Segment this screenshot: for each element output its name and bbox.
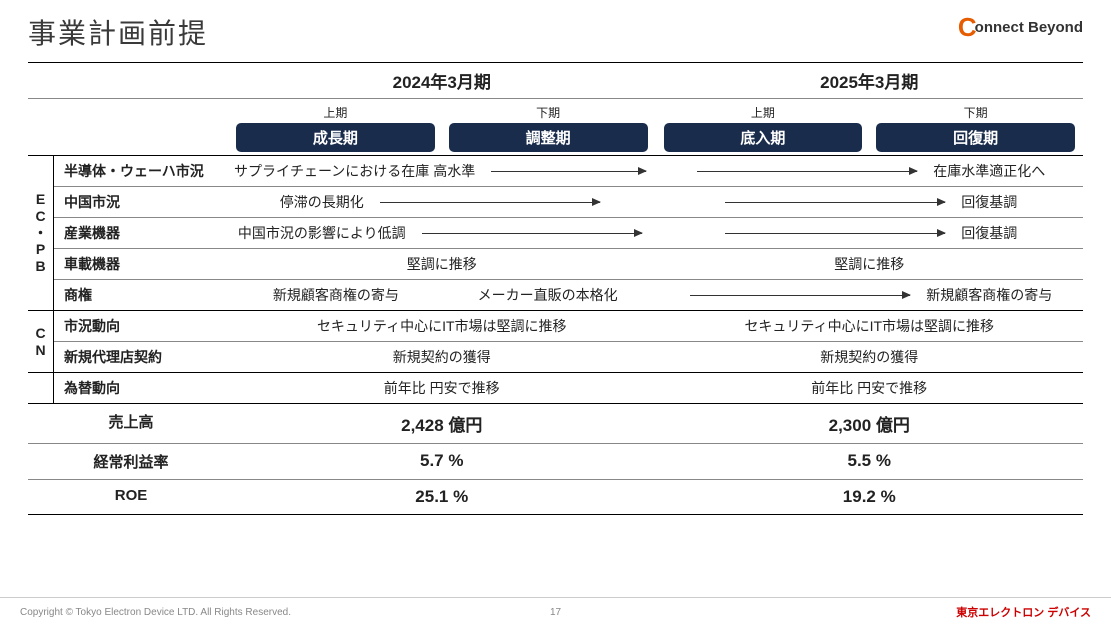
year-2025: 2025年3月期 [656, 63, 1084, 99]
phase-badge-growth: 成長期 [236, 123, 435, 152]
copyright: Copyright © Tokyo Electron Device LTD. A… [20, 607, 291, 618]
logo-connect-beyond: Connect Beyond [958, 12, 1083, 43]
phase-header-row: 上期 成長期 下期 調整期 上期 底入期 下期 回復期 [28, 99, 1083, 155]
half-label: 下期 [876, 102, 1075, 123]
phase-badge-adjust: 調整期 [449, 123, 648, 152]
row-label-auto: 車載機器 [54, 248, 228, 279]
cell-rights-y1: 新規顧客商権の寄与 メーカー直販の本格化 [228, 279, 656, 310]
row-label-china: 中国市況 [54, 186, 228, 217]
arrow-icon [725, 202, 945, 203]
arrow-icon [422, 233, 642, 234]
row-label-market: 市況動向 [54, 310, 228, 341]
arrow-icon [697, 171, 917, 172]
cell-fx-y2: 前年比 円安で推移 [656, 372, 1084, 403]
cell-market-y2: セキュリティ中心にIT市場は堅調に推移 [656, 310, 1084, 341]
cell-fx-y1: 前年比 円安で推移 [228, 372, 656, 403]
metric-sales-y2: 2,300 億円 [656, 403, 1084, 443]
metric-op-y2: 5.5 % [656, 443, 1084, 479]
metric-roe-y2: 19.2 % [656, 479, 1084, 514]
half-label: 下期 [449, 102, 648, 123]
arrow-icon [725, 233, 945, 234]
metric-roe-y1: 25.1 % [228, 479, 656, 514]
year-2024: 2024年3月期 [228, 63, 656, 99]
body-grid: E C ・ P B 半導体・ウェーハ市況 サプライチェーンにおける在庫 高水準 … [28, 155, 1083, 515]
phase-badge-recover: 回復期 [876, 123, 1075, 152]
metric-label-op: 経常利益率 [28, 443, 228, 479]
cell-semi-y2: 在庫水準適正化へ [656, 155, 1084, 186]
category-ecpb: E C ・ P B [28, 155, 54, 310]
cell-indust-y2: 回復基調 [656, 217, 1084, 248]
arrow-icon [491, 171, 645, 172]
year-header-row: 2024年3月期 2025年3月期 [28, 62, 1083, 99]
logo-rest: onnect Beyond [975, 19, 1083, 36]
cell-auto-y1: 堅調に推移 [228, 248, 656, 279]
blank-cell [28, 99, 228, 155]
footer: Copyright © Tokyo Electron Device LTD. A… [0, 597, 1111, 620]
blank-cat [28, 372, 54, 403]
header: 事業計画前提 Connect Beyond [28, 12, 1083, 52]
half-label: 上期 [664, 102, 863, 123]
slide: 事業計画前提 Connect Beyond 2024年3月期 2025年3月期 … [0, 0, 1111, 515]
cell-china-y2: 回復基調 [656, 186, 1084, 217]
page-title: 事業計画前提 [28, 12, 208, 52]
half-label: 上期 [236, 102, 435, 123]
metric-label-sales: 売上高 [28, 403, 228, 443]
y2-halves: 上期 底入期 下期 回復期 [656, 99, 1084, 155]
cell-auto-y2: 堅調に推移 [656, 248, 1084, 279]
cell-agent-y1: 新規契約の獲得 [228, 341, 656, 372]
row-label-semi: 半導体・ウェーハ市況 [54, 155, 228, 186]
plan-table: 2024年3月期 2025年3月期 上期 成長期 下期 調整期 上期 底入期 [28, 62, 1083, 515]
row-label-indust: 産業機器 [54, 217, 228, 248]
cell-china-y1: 停滞の長期化 [228, 186, 656, 217]
page-number: 17 [550, 607, 561, 618]
metric-op-y1: 5.7 % [228, 443, 656, 479]
cell-market-y1: セキュリティ中心にIT市場は堅調に推移 [228, 310, 656, 341]
cell-semi-y1: サプライチェーンにおける在庫 高水準 [228, 155, 656, 186]
cell-rights-y2: 新規顧客商権の寄与 [656, 279, 1084, 310]
phase-badge-bottom: 底入期 [664, 123, 863, 152]
row-label-fx: 為替動向 [54, 372, 228, 403]
metric-sales-y1: 2,428 億円 [228, 403, 656, 443]
metric-label-roe: ROE [28, 479, 228, 514]
arrow-icon [690, 295, 910, 296]
blank-cell [28, 63, 228, 99]
cell-agent-y2: 新規契約の獲得 [656, 341, 1084, 372]
arrow-icon [380, 202, 600, 203]
category-cn: C N [28, 310, 54, 372]
brand-name: 東京エレクトロン デバイス [956, 604, 1091, 620]
row-label-agent: 新規代理店契約 [54, 341, 228, 372]
row-label-rights: 商権 [54, 279, 228, 310]
cell-indust-y1: 中国市況の影響により低調 [228, 217, 656, 248]
y1-halves: 上期 成長期 下期 調整期 [228, 99, 656, 155]
